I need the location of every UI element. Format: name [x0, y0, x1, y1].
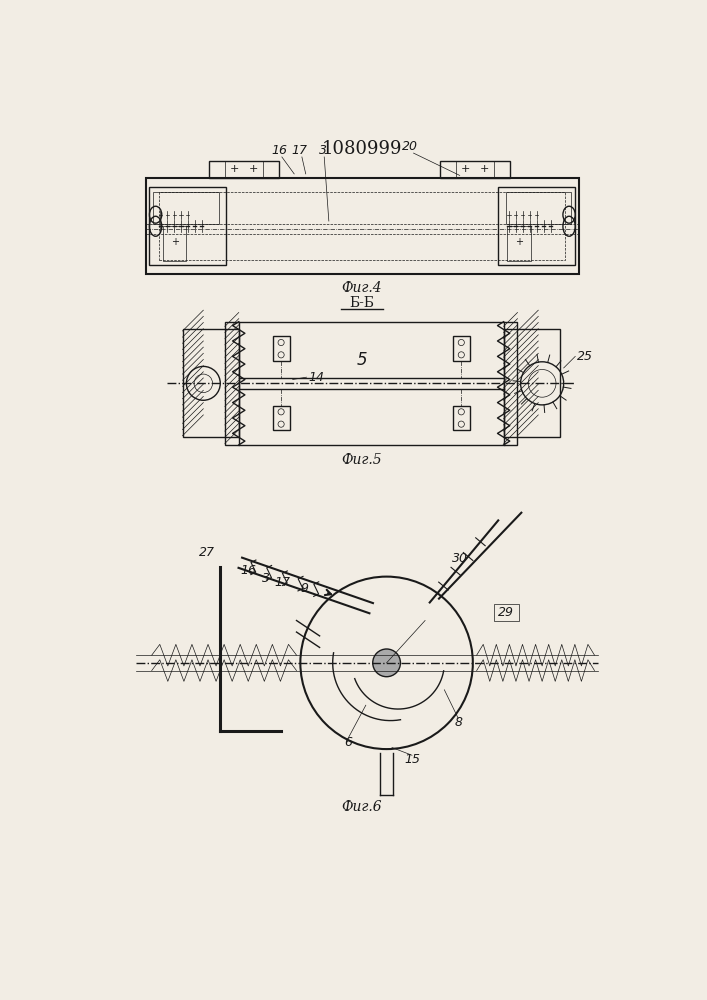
Bar	[273, 336, 290, 361]
Text: 8: 8	[454, 716, 462, 729]
Bar	[452, 406, 469, 430]
Bar	[508, 226, 530, 261]
Text: 1080999: 1080999	[322, 140, 402, 158]
Text: 29: 29	[498, 606, 514, 619]
Text: 17: 17	[291, 144, 308, 157]
Text: 14: 14	[308, 371, 324, 384]
Text: Фиг.5: Фиг.5	[341, 453, 382, 467]
Bar	[153, 192, 218, 224]
Text: 25: 25	[577, 350, 592, 363]
Text: 15: 15	[404, 753, 420, 766]
Bar	[452, 336, 469, 361]
Text: 3: 3	[319, 144, 327, 157]
Bar	[146, 178, 579, 274]
Text: +: +	[230, 164, 240, 174]
Bar	[498, 187, 575, 265]
Text: Фиг.4: Фиг.4	[341, 281, 382, 295]
Bar	[163, 226, 187, 261]
Bar	[503, 329, 560, 437]
Text: 3: 3	[262, 572, 269, 585]
Bar	[494, 604, 519, 620]
Text: Б-Б: Б-Б	[349, 296, 375, 310]
Circle shape	[373, 649, 400, 677]
Text: 16: 16	[240, 564, 256, 577]
Text: 5: 5	[356, 351, 367, 369]
Text: 17: 17	[274, 576, 291, 588]
Bar	[503, 322, 518, 445]
Text: 9: 9	[300, 582, 308, 595]
Text: 6: 6	[344, 736, 352, 749]
Bar	[273, 406, 290, 430]
Text: +: +	[515, 237, 523, 247]
Text: +: +	[249, 164, 258, 174]
Bar	[149, 187, 226, 265]
Bar	[209, 161, 279, 178]
Bar	[506, 192, 571, 224]
Text: +: +	[171, 237, 179, 247]
Text: 30: 30	[452, 552, 468, 565]
Text: Фиг.6: Фиг.6	[341, 800, 382, 814]
Text: +: +	[461, 164, 471, 174]
Bar	[225, 322, 239, 445]
Bar	[160, 192, 565, 260]
Bar	[440, 161, 510, 178]
Text: 27: 27	[199, 546, 215, 559]
Text: 16: 16	[271, 144, 288, 157]
Bar	[182, 329, 239, 437]
Text: +: +	[479, 164, 489, 174]
Text: 20: 20	[402, 140, 418, 153]
